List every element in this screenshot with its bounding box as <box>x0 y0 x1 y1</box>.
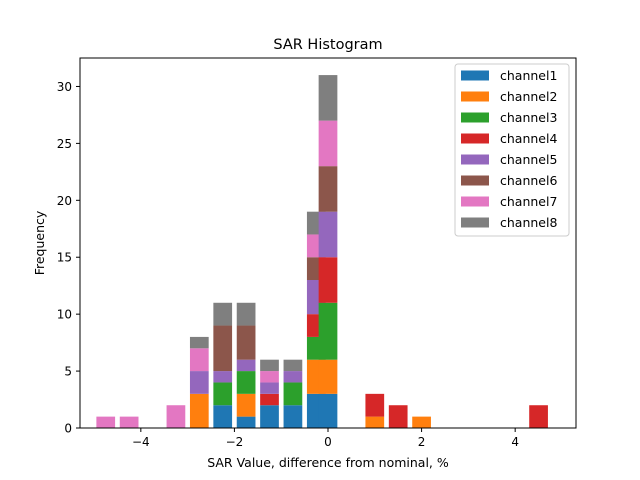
legend-swatch-channel7 <box>461 196 489 207</box>
legend-label-channel8: channel8 <box>500 215 557 230</box>
y-axis-label: Frequency <box>32 210 47 275</box>
legend-swatch-channel5 <box>461 154 489 165</box>
y-axis-ticks: 0 5 10 15 20 25 30 <box>57 80 80 436</box>
legend-label-channel6: channel6 <box>500 173 557 188</box>
chart-title: SAR Histogram <box>273 37 382 53</box>
legend-label-channel1: channel1 <box>500 68 557 83</box>
bar-channel5-3 <box>189 371 209 394</box>
y-tick-label: 10 <box>57 308 72 322</box>
bar-channel2-3 <box>189 393 209 428</box>
bar-channel7-6 <box>260 371 279 383</box>
y-tick-label: 25 <box>57 137 72 151</box>
x-axis-label: SAR Value, difference from nominal, % <box>207 455 449 470</box>
bar-channel7-3 <box>189 348 209 372</box>
y-tick-label: 30 <box>57 80 72 94</box>
bars-group <box>96 75 548 428</box>
x-tick-label: −2 <box>226 435 244 449</box>
bar-channel8-4 <box>213 302 233 326</box>
legend-label-channel3: channel3 <box>500 110 557 125</box>
bar-channel8-6 <box>260 359 279 372</box>
bar-channel1-6 <box>260 405 279 428</box>
bar-channel2-5 <box>236 393 256 417</box>
legend-swatch-channel2 <box>461 91 489 102</box>
y-tick-label: 15 <box>57 251 72 265</box>
bar-channel1-4 <box>213 405 233 428</box>
bar-channel5-7 <box>283 371 303 383</box>
bar-channel4-6 <box>260 393 279 406</box>
legend-box <box>454 63 570 237</box>
bar-channel1-9 <box>318 393 338 428</box>
bar-channel4-13 <box>529 405 548 428</box>
legend: channel1 channel2 channel3 channel4 channel5… <box>454 63 570 237</box>
bar-channel2-12 <box>412 416 431 428</box>
x-axis-ticks: −4 −2 0 2 4 <box>132 428 519 449</box>
bar-channel7-9 <box>318 120 338 167</box>
bar-channel5-5 <box>236 359 256 372</box>
y-tick-label: 20 <box>57 194 72 208</box>
x-tick-label: 0 <box>324 435 332 449</box>
bar-channel8-9 <box>318 75 338 121</box>
y-tick-label: 5 <box>64 365 72 379</box>
x-tick-label: 2 <box>418 435 426 449</box>
bar-channel3-9 <box>318 302 338 360</box>
bar-channel1-7 <box>283 405 303 428</box>
x-tick-label: −4 <box>132 435 150 449</box>
legend-swatch-channel6 <box>461 175 489 186</box>
bar-channel8-5 <box>236 302 256 326</box>
legend-label-channel7: channel7 <box>500 194 557 209</box>
legend-swatch-channel3 <box>461 112 489 123</box>
legend-swatch-channel8 <box>461 217 489 228</box>
legend-swatch-channel1 <box>461 70 489 81</box>
bar-channel5-4 <box>213 371 233 383</box>
bar-channel6-4 <box>213 325 233 372</box>
legend-swatch-channel4 <box>461 133 489 144</box>
bar-channel2-9 <box>318 359 338 394</box>
bar-channel6-9 <box>318 166 338 212</box>
bar-channel3-7 <box>283 382 303 406</box>
bar-channel2-10 <box>365 416 385 428</box>
bar-channel8-3 <box>189 336 209 349</box>
bar-channel1-5 <box>236 416 256 428</box>
bar-channel7-1 <box>119 416 139 428</box>
bar-channel3-4 <box>213 382 233 406</box>
legend-label-channel4: channel4 <box>500 131 557 146</box>
legend-label-channel5: channel5 <box>500 152 557 167</box>
y-tick-label: 0 <box>64 422 72 436</box>
bar-channel7-0 <box>96 416 116 428</box>
legend-label-channel2: channel2 <box>500 89 557 104</box>
bar-channel5-9 <box>318 211 338 258</box>
bar-channel5-6 <box>260 382 279 394</box>
bar-channel3-5 <box>236 371 256 394</box>
bar-channel4-9 <box>318 257 338 303</box>
bar-channel8-7 <box>283 359 303 372</box>
bar-channel4-11 <box>388 405 408 428</box>
bar-channel4-10 <box>365 393 385 417</box>
bar-channel7-2 <box>166 405 186 428</box>
bar-channel6-5 <box>236 325 256 360</box>
x-tick-label: 4 <box>511 435 519 449</box>
